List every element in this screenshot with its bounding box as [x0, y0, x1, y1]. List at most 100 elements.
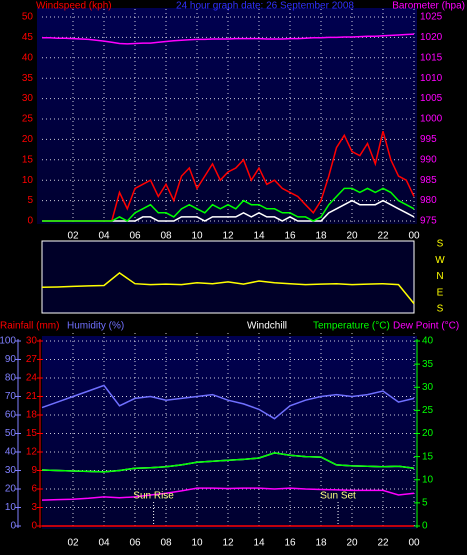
- y2-tick-label: 40: [422, 336, 434, 347]
- legend-entry: Temperature (°C): [313, 321, 390, 332]
- series-line: [41, 271, 415, 305]
- y3-tick-label: 21: [26, 391, 38, 402]
- wind-panel: [37, 8, 417, 224]
- y3-tick-label: 9: [31, 465, 37, 476]
- y2-tick-label: 1000: [420, 114, 443, 125]
- y2-tick-label: 1010: [420, 73, 443, 84]
- x-tick-label: 00: [408, 231, 420, 242]
- x-tick-label: 12: [222, 231, 234, 242]
- legend-entry: Windchill: [247, 321, 287, 332]
- y-tick-label: S: [437, 304, 444, 315]
- y3-tick-label: 27: [26, 354, 38, 365]
- series-line: [41, 487, 415, 501]
- y-tick-label: 25: [22, 114, 34, 125]
- x-tick-label: 08: [160, 538, 172, 549]
- y2-tick-label: 15: [422, 451, 434, 462]
- y-tick-label: E: [437, 287, 444, 298]
- y3-tick-label: 6: [31, 484, 37, 495]
- y3-tick-label: 12: [26, 447, 38, 458]
- y-tick-label: 0: [10, 521, 16, 532]
- y2-tick-label: 30: [422, 382, 434, 393]
- y2-tick-label: 0: [422, 521, 428, 532]
- y2-tick-label: 1015: [420, 52, 443, 63]
- x-tick-label: 04: [98, 538, 110, 549]
- y2-tick-label: 985: [420, 175, 437, 186]
- x-tick-label: 00: [408, 538, 420, 549]
- y2-tick-label: 25: [422, 405, 434, 416]
- y-tick-label: 30: [22, 93, 34, 104]
- x-tick-label: 10: [191, 231, 203, 242]
- x-tick-label: 16: [284, 231, 296, 242]
- x-tick-label: 18: [315, 231, 327, 242]
- annotation: Sun Rise: [133, 491, 174, 502]
- series-line: [42, 33, 415, 45]
- y-tick-label: 15: [22, 154, 34, 165]
- y3-tick-label: 18: [26, 410, 38, 421]
- y3-tick-label: 30: [26, 336, 38, 347]
- y-tick-label: 30: [5, 465, 17, 476]
- series-line: [42, 187, 415, 222]
- y-tick-label: 35: [22, 73, 34, 84]
- climate-panel: [42, 336, 417, 529]
- y-tick-label: 0: [27, 216, 33, 227]
- x-tick-label: 14: [253, 538, 265, 549]
- x-tick-label: 14: [253, 231, 265, 242]
- x-tick-label: 06: [129, 538, 141, 549]
- x-tick-label: 08: [160, 231, 172, 242]
- y-tick-label: S: [437, 239, 444, 250]
- y-axis-label: Windspeed (kph): [36, 1, 112, 12]
- y3-tick-label: 0: [31, 521, 37, 532]
- y2-tick-label: 5: [422, 498, 428, 509]
- y2-tick-label: 1020: [420, 32, 443, 43]
- y-tick-label: 20: [22, 134, 34, 145]
- direction-panel: [41, 240, 415, 314]
- y-tick-label: 10: [5, 502, 17, 513]
- x-tick-label: 04: [98, 231, 110, 242]
- y3-tick-label: 15: [26, 428, 38, 439]
- y-tick-label: 70: [5, 391, 17, 402]
- y-tick-label: 100: [0, 336, 16, 347]
- x-tick-label: 02: [67, 231, 79, 242]
- y-tick-label: 50: [22, 12, 34, 23]
- x-tick-label: 20: [346, 231, 358, 242]
- y3-tick-label: 3: [31, 502, 37, 513]
- y3-tick-label: 24: [26, 373, 38, 384]
- x-tick-label: 16: [284, 538, 296, 549]
- x-tick-label: 22: [377, 231, 389, 242]
- x-tick-label: 22: [377, 538, 389, 549]
- y-tick-label: 20: [5, 484, 17, 495]
- y2-tick-label: 35: [422, 359, 434, 370]
- x-tick-label: 20: [346, 538, 358, 549]
- y-tick-label: 40: [22, 52, 34, 63]
- y-tick-label: 5: [27, 195, 33, 206]
- y-tick-label: W: [435, 255, 445, 266]
- y2-tick-label: 975: [420, 216, 437, 227]
- y2-tick-label: 980: [420, 195, 437, 206]
- y-tick-label: 10: [22, 175, 34, 186]
- x-tick-label: 10: [191, 538, 203, 549]
- y2-tick-label: 990: [420, 154, 437, 165]
- y-tick-label: 60: [5, 410, 17, 421]
- x-tick-label: 18: [315, 538, 327, 549]
- y-tick-label: N: [436, 271, 443, 282]
- y2-axis-label: Barometer (hpa): [392, 1, 465, 12]
- series-line: [41, 384, 415, 420]
- y-tick-label: 80: [5, 373, 17, 384]
- legend-entry: Humidity (%): [67, 321, 124, 332]
- x-tick-label: 12: [222, 538, 234, 549]
- y-tick-label: 40: [5, 447, 17, 458]
- legend-entry: Dew Point (°C): [393, 321, 459, 332]
- x-tick-label: 06: [129, 231, 141, 242]
- y2-tick-label: 10: [422, 474, 434, 485]
- y-tick-label: 90: [5, 354, 17, 365]
- y-tick-label: 50: [5, 428, 17, 439]
- y2-tick-label: 20: [422, 428, 434, 439]
- y2-tick-label: 1025: [420, 12, 443, 23]
- y2-tick-label: 995: [420, 134, 437, 145]
- annotation: Sun Set: [320, 491, 356, 502]
- y2-tick-label: 1005: [420, 93, 443, 104]
- series-line: [41, 452, 415, 473]
- chart-title: 24 hour graph date: 26 September 2008: [176, 1, 354, 12]
- y-tick-label: 45: [22, 32, 34, 43]
